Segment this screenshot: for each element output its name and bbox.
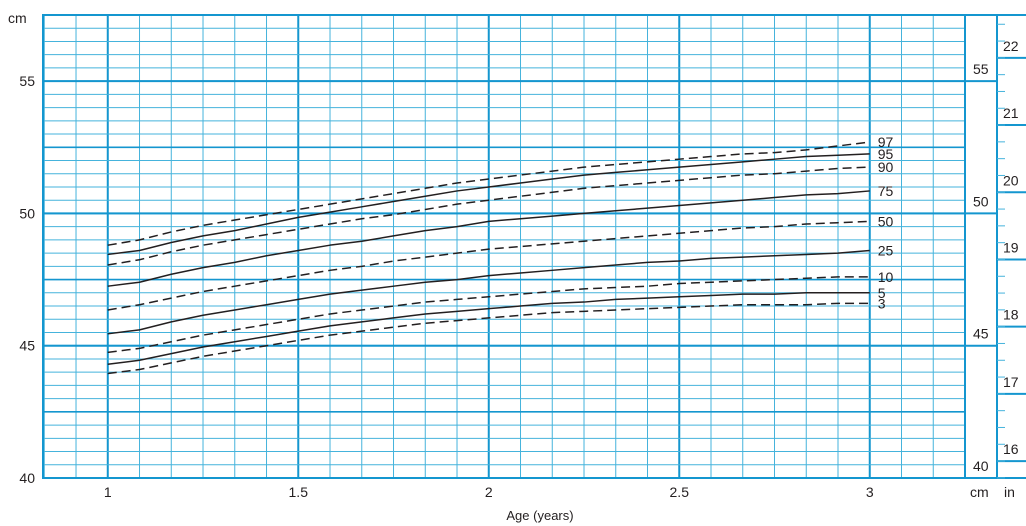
x-axis-title: Age (years)	[506, 508, 573, 523]
series-line-p97	[107, 141, 870, 246]
x-tick-label: 2.5	[670, 484, 690, 500]
right-in-tick-label: 17	[1003, 374, 1019, 390]
series-label-p75: 75	[878, 183, 894, 199]
series-line-p5	[107, 292, 870, 365]
right-in-unit-label: in	[1004, 484, 1015, 500]
series-line-p3	[107, 302, 870, 375]
series-label-p10: 10	[878, 269, 894, 285]
right-cm-tick-label: 45	[973, 326, 989, 342]
right-cm-tick-label: 40	[973, 458, 989, 474]
x-tick-label: 2	[485, 484, 493, 500]
y-tick-label: 55	[19, 73, 35, 89]
y-tick-label: 40	[19, 470, 35, 486]
series-label-p50: 50	[878, 213, 894, 229]
series-line-p10	[107, 276, 870, 354]
right-in-tick-label: 20	[1003, 172, 1019, 188]
series-label-p90: 90	[878, 159, 894, 175]
y-tick-label: 45	[19, 338, 35, 354]
right-cm-unit-label: cm	[970, 484, 989, 500]
series-lines	[107, 141, 870, 375]
series-line-p50	[107, 220, 870, 311]
right-in-tick-label: 22	[1003, 38, 1019, 54]
right-in-tick-label: 21	[1003, 105, 1019, 121]
series-label-p5: 5	[878, 285, 886, 301]
grid	[42, 14, 1026, 479]
series-line-p25	[107, 249, 870, 335]
y-tick-label: 50	[19, 205, 35, 221]
axis-tick-labels: 40 45 50 55 40 45 50 55 16 17 18 19 20 21 22 1 1.5 2 2.5 3	[19, 38, 1018, 500]
series-label-p95: 95	[878, 146, 894, 162]
series-label-p97: 97	[878, 134, 894, 150]
x-tick-label: 1.5	[289, 484, 309, 500]
x-tick-label: 3	[866, 484, 874, 500]
x-tick-label: 1	[104, 484, 112, 500]
right-cm-tick-label: 55	[973, 61, 989, 77]
plot-border	[42, 14, 966, 479]
series-line-p90	[107, 166, 870, 266]
series-line-p75	[107, 190, 870, 287]
series-label-p3: 3	[878, 295, 886, 311]
right-in-tick-label: 16	[1003, 441, 1019, 457]
right-in-tick-label: 19	[1003, 239, 1019, 255]
series-line-p95	[107, 153, 870, 256]
right-cm-tick-label: 50	[973, 193, 989, 209]
right-in-tick-label: 18	[1003, 307, 1019, 323]
left-unit-label: cm	[8, 10, 27, 26]
series-label-p25: 25	[878, 242, 894, 258]
